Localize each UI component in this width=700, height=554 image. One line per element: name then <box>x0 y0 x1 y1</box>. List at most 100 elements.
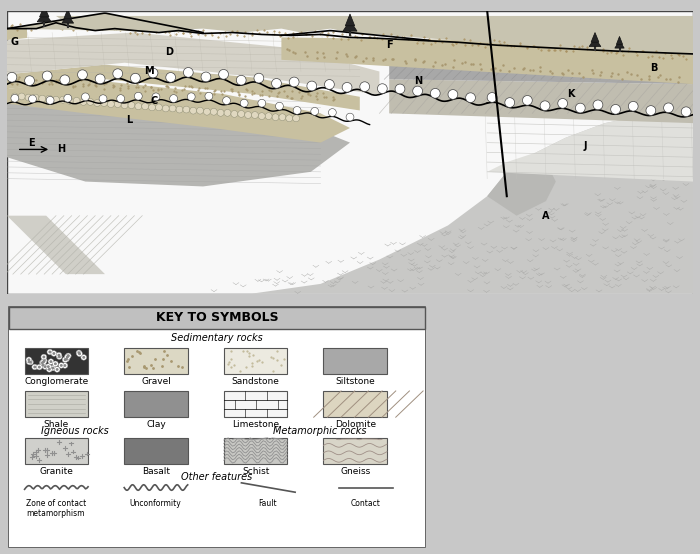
Circle shape <box>27 359 32 365</box>
Text: K: K <box>567 89 574 99</box>
Text: Metamorphic rocks: Metamorphic rocks <box>273 425 366 435</box>
Bar <box>323 348 387 374</box>
Circle shape <box>629 101 638 111</box>
Circle shape <box>18 93 25 100</box>
Text: L: L <box>127 115 132 125</box>
Circle shape <box>46 95 52 102</box>
Polygon shape <box>7 114 693 294</box>
Circle shape <box>41 364 45 367</box>
Circle shape <box>50 360 52 363</box>
Circle shape <box>99 95 107 102</box>
Circle shape <box>190 107 197 114</box>
Circle shape <box>413 86 423 96</box>
Circle shape <box>166 73 176 83</box>
Circle shape <box>78 70 88 80</box>
Circle shape <box>130 73 140 83</box>
Circle shape <box>188 93 195 101</box>
Polygon shape <box>7 65 360 110</box>
Circle shape <box>50 365 56 371</box>
Circle shape <box>54 367 60 372</box>
Circle shape <box>487 93 497 102</box>
Polygon shape <box>7 33 379 95</box>
Circle shape <box>78 351 80 354</box>
Circle shape <box>66 356 69 358</box>
Bar <box>323 438 387 464</box>
Circle shape <box>78 352 81 355</box>
Circle shape <box>47 349 52 355</box>
Circle shape <box>114 101 121 107</box>
Circle shape <box>201 72 211 82</box>
Circle shape <box>311 107 318 115</box>
Circle shape <box>41 354 47 360</box>
Bar <box>25 391 88 417</box>
Polygon shape <box>345 14 355 26</box>
Text: N: N <box>414 76 423 86</box>
Bar <box>124 438 188 464</box>
Circle shape <box>62 363 68 368</box>
Circle shape <box>148 104 155 111</box>
Circle shape <box>52 96 60 103</box>
Circle shape <box>162 105 169 112</box>
Circle shape <box>54 362 57 365</box>
Text: G: G <box>10 37 19 47</box>
Circle shape <box>66 98 74 104</box>
Circle shape <box>593 100 603 110</box>
Circle shape <box>60 75 70 85</box>
Polygon shape <box>617 37 622 44</box>
Polygon shape <box>389 79 693 123</box>
Text: Gneiss: Gneiss <box>340 467 370 476</box>
Circle shape <box>272 79 281 88</box>
Circle shape <box>27 360 34 365</box>
Circle shape <box>28 361 31 363</box>
Bar <box>9 329 425 547</box>
Text: H: H <box>57 145 65 155</box>
Circle shape <box>664 103 673 112</box>
Circle shape <box>101 100 107 106</box>
Circle shape <box>466 93 475 102</box>
Circle shape <box>505 98 514 107</box>
Circle shape <box>56 368 59 371</box>
Polygon shape <box>7 16 693 55</box>
Circle shape <box>135 103 141 110</box>
Bar <box>224 438 287 464</box>
Circle shape <box>121 102 128 109</box>
Bar <box>124 391 188 417</box>
Text: Sedimentary rocks: Sedimentary rocks <box>171 332 263 342</box>
Circle shape <box>646 106 656 115</box>
Text: F: F <box>386 40 393 50</box>
Circle shape <box>325 80 335 89</box>
Circle shape <box>48 368 51 371</box>
Circle shape <box>36 365 42 370</box>
Circle shape <box>210 109 217 115</box>
Text: Fault: Fault <box>258 499 277 508</box>
Circle shape <box>32 94 39 101</box>
Circle shape <box>224 110 231 116</box>
Bar <box>224 348 287 374</box>
Circle shape <box>258 99 266 107</box>
Text: Unconformity: Unconformity <box>130 499 181 508</box>
Circle shape <box>240 99 248 107</box>
Circle shape <box>217 110 224 116</box>
Circle shape <box>430 89 440 98</box>
Circle shape <box>65 358 68 361</box>
Text: Conglomerate: Conglomerate <box>25 377 88 386</box>
Circle shape <box>29 95 36 103</box>
Text: D: D <box>164 47 173 57</box>
Circle shape <box>148 68 158 78</box>
Circle shape <box>152 93 160 101</box>
Polygon shape <box>389 55 693 84</box>
Polygon shape <box>487 114 693 182</box>
Circle shape <box>66 355 70 357</box>
Circle shape <box>7 73 17 82</box>
Circle shape <box>289 77 299 87</box>
Polygon shape <box>487 157 556 216</box>
Circle shape <box>265 112 272 120</box>
Bar <box>9 306 425 329</box>
Circle shape <box>41 359 46 365</box>
Bar <box>25 438 88 464</box>
Circle shape <box>64 354 70 360</box>
Text: Contact: Contact <box>351 499 380 508</box>
Text: Zone of contact
metamorphism: Zone of contact metamorphism <box>26 499 86 518</box>
Circle shape <box>395 84 405 94</box>
Text: Granite: Granite <box>39 467 74 476</box>
